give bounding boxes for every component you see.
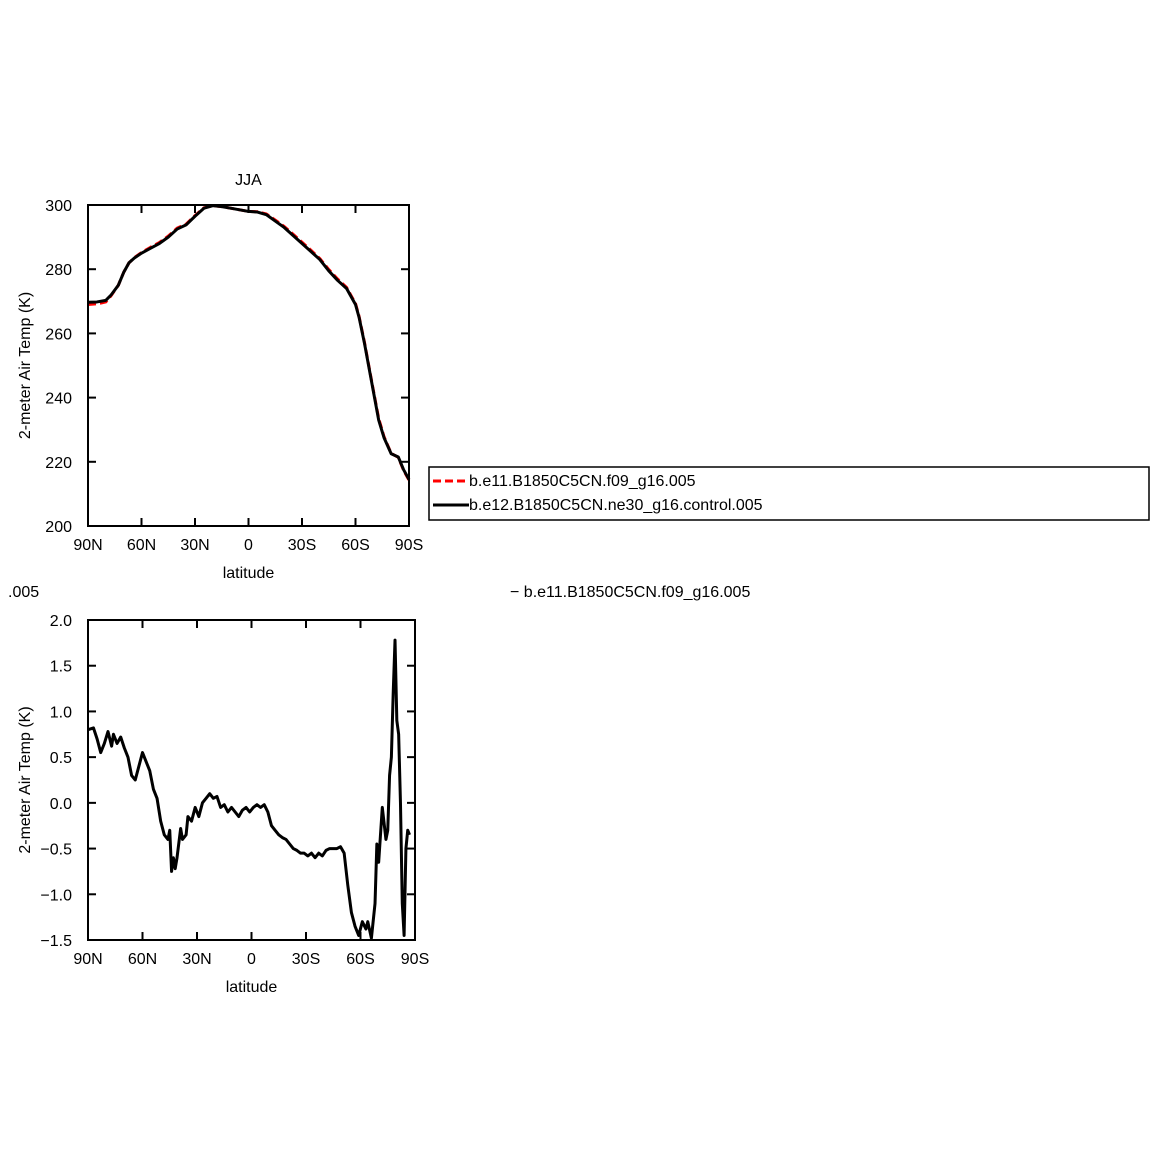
left-string: .005 (8, 584, 39, 601)
y-tick-label: 300 (45, 198, 72, 215)
plot-frame (87, 204, 410, 527)
x-tick-label: 0 (244, 537, 253, 554)
x-tick-label: 60S (346, 951, 374, 968)
x-axis-label: latitude (223, 565, 275, 582)
x-tick-label: 60N (128, 951, 157, 968)
x-axis-label: latitude (226, 979, 278, 996)
x-tick-label: 90S (401, 951, 429, 968)
x-tick-label: 0 (247, 951, 256, 968)
y-tick-label: −1.0 (40, 887, 72, 904)
y-tick-label: 240 (45, 391, 72, 408)
y-tick-label: 0.5 (50, 750, 72, 767)
x-tick-label: 30S (288, 537, 316, 554)
x-tick-label: 30N (182, 951, 211, 968)
center-string: − b.e11.B1850C5CN.f09_g16.005 (510, 584, 750, 601)
chart-title: JJA (235, 172, 262, 189)
data-line (87, 638, 411, 940)
data-line (87, 204, 411, 481)
x-tick-label: 90S (395, 537, 423, 554)
y-axis-label: 2-meter Air Temp (K) (17, 706, 34, 853)
y-tick-label: 260 (45, 326, 72, 343)
y-tick-label: 280 (45, 262, 72, 279)
y-tick-label: 220 (45, 455, 72, 472)
y-tick-label: 1.0 (50, 704, 72, 721)
y-tick-label: 200 (45, 519, 72, 536)
y-tick-label: −0.5 (40, 842, 72, 859)
y-tick-label: 2.0 (50, 613, 72, 630)
x-tick-label: 90N (73, 537, 102, 554)
x-tick-label: 90N (73, 951, 102, 968)
y-tick-label: −1.5 (40, 933, 72, 950)
plot-frame (87, 619, 416, 941)
x-tick-label: 30S (292, 951, 320, 968)
data-line (87, 204, 411, 481)
y-axis-label: 2-meter Air Temp (K) (17, 292, 34, 439)
legend-box (428, 466, 1150, 521)
legend-label: b.e11.B1850C5CN.f09_g16.005 (469, 473, 696, 490)
x-tick-label: 60S (341, 537, 369, 554)
legend-label: b.e12.B1850C5CN.ne30_g16.control.005 (469, 497, 763, 514)
x-tick-label: 30N (180, 537, 209, 554)
y-tick-label: 0.0 (50, 796, 72, 813)
x-tick-label: 60N (127, 537, 156, 554)
y-tick-label: 1.5 (50, 659, 72, 676)
